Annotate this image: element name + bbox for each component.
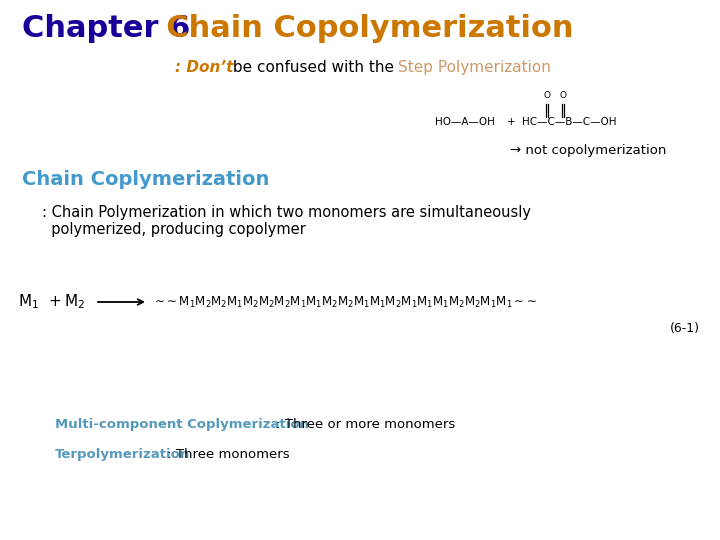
Text: Multi-component Coplymerization: Multi-component Coplymerization xyxy=(55,418,309,431)
Text: Chapter 6: Chapter 6 xyxy=(22,14,190,43)
Text: Step Polymerization: Step Polymerization xyxy=(398,60,551,75)
Text: Chain Copolymerization: Chain Copolymerization xyxy=(145,14,574,43)
Text: $\sim\!\sim$M$_1$M$_2$M$_2$M$_1$M$_2$M$_2$M$_2$M$_1$M$_1$M$_2$M$_2$M$_1$M$_1$M$_: $\sim\!\sim$M$_1$M$_2$M$_2$M$_1$M$_2$M$_… xyxy=(152,294,537,309)
Text: Chain Coplymerization: Chain Coplymerization xyxy=(22,170,269,189)
Text: Terpolymerization: Terpolymerization xyxy=(55,448,190,461)
Text: +: + xyxy=(48,294,60,309)
Text: (6-1): (6-1) xyxy=(670,322,700,335)
Text: HC—C—B—C—OH: HC—C—B—C—OH xyxy=(522,117,616,127)
Text: +: + xyxy=(507,117,516,127)
Text: O: O xyxy=(544,91,551,100)
Text: : Don’t: : Don’t xyxy=(175,60,233,75)
Text: M$_2$: M$_2$ xyxy=(64,293,85,312)
Text: : Three or more monomers: : Three or more monomers xyxy=(272,418,455,431)
Text: M$_1$: M$_1$ xyxy=(18,293,39,312)
Text: → not copolymerization: → not copolymerization xyxy=(510,144,667,157)
Text: O: O xyxy=(559,91,567,100)
Text: be confused with the: be confused with the xyxy=(228,60,399,75)
Text: HO—A—OH: HO—A—OH xyxy=(435,117,495,127)
Text: : Three monomers: : Three monomers xyxy=(163,448,289,461)
Text: polymerized, producing copolymer: polymerized, producing copolymer xyxy=(42,222,306,237)
Text: : Chain Polymerization in which two monomers are simultaneously: : Chain Polymerization in which two mono… xyxy=(42,205,531,220)
